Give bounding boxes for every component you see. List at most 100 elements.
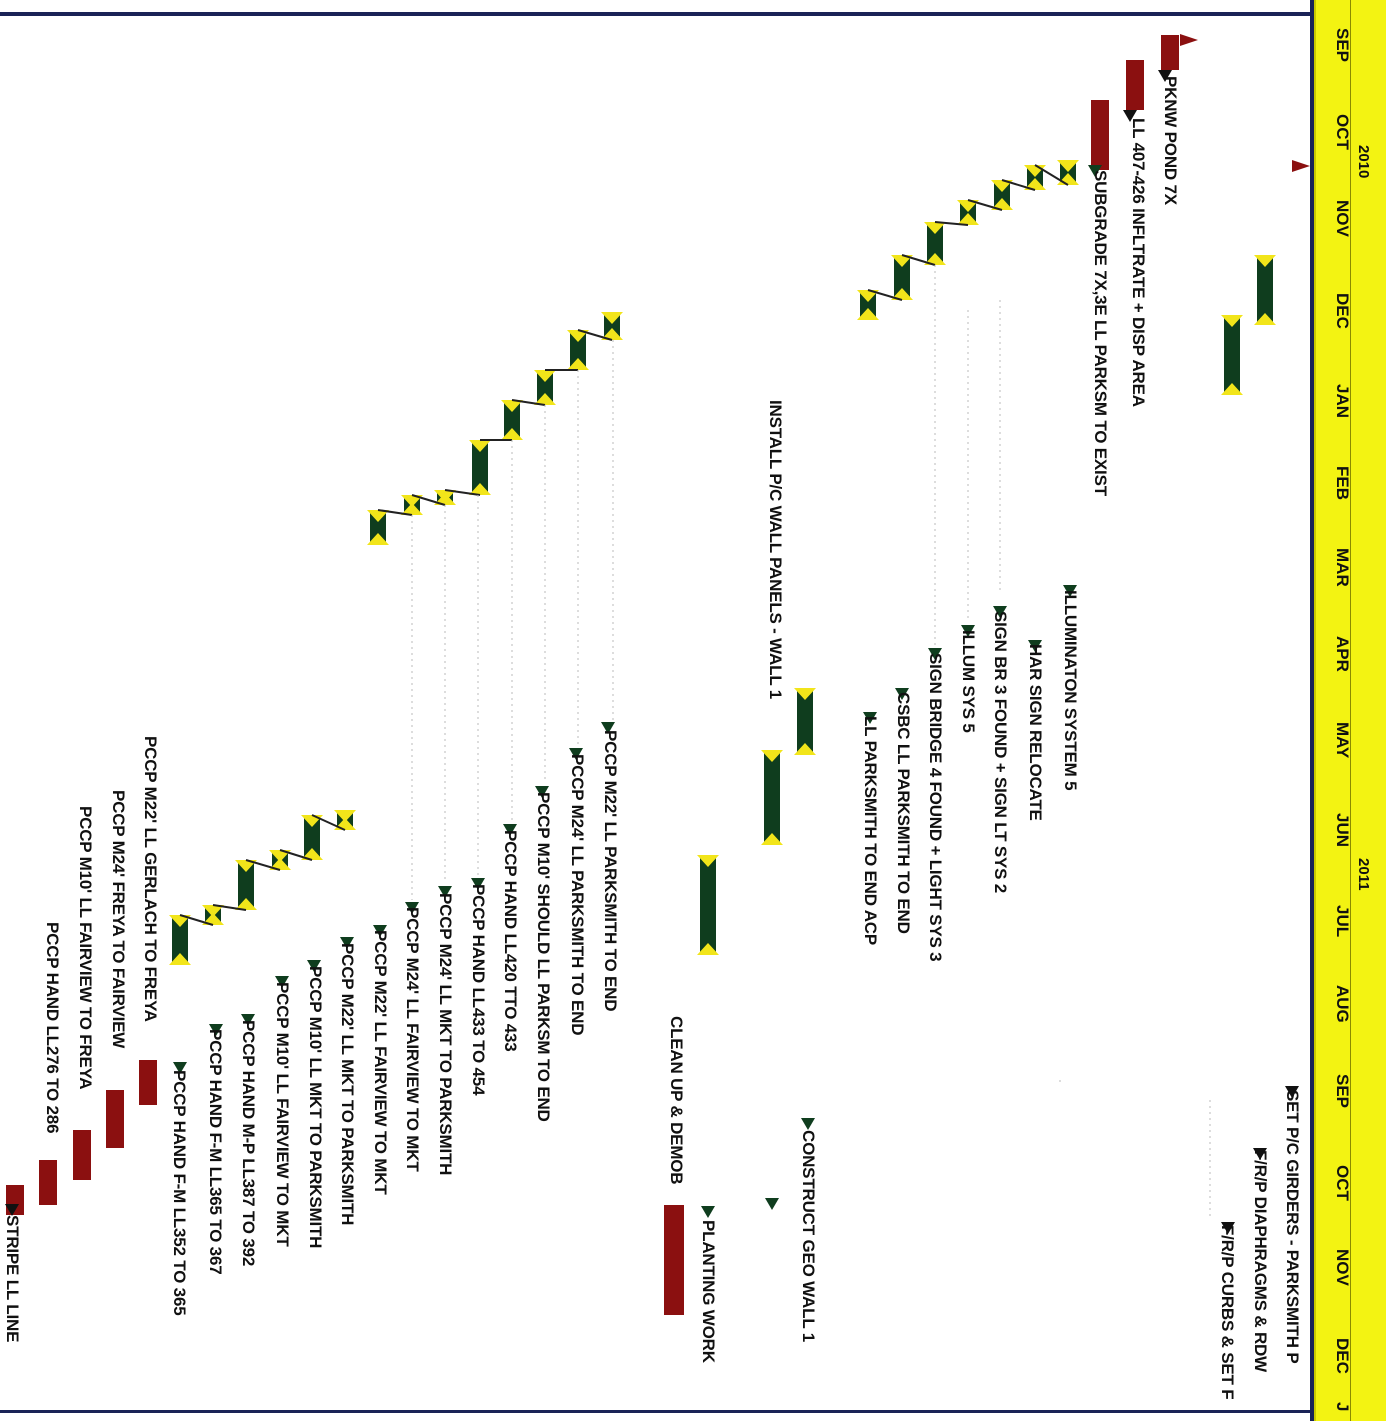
month-dec-2011: DEC [1333,1338,1352,1374]
task-label: INSTALL P/C WALL PANELS - WALL 1 [766,400,785,699]
milestone-marker [1253,1148,1267,1160]
bar-end-marker [202,913,224,925]
dependency-link [411,494,446,506]
task-label: PCCP M24' FREYA TO FAIRVIEW [109,790,128,1049]
task-label: PCCP M22' LL FAIRVIEW TO MKT [371,930,390,1195]
dependency-link [179,914,214,926]
dependency-link [212,904,247,911]
bar-end-marker [601,328,623,340]
bar-start-marker [1057,160,1079,172]
milestone-marker [801,1118,815,1130]
bar-end-marker [501,428,523,440]
dependency-link [444,489,481,496]
dependency-link [511,399,546,406]
month-apr-2011: APR [1333,636,1352,672]
bar-start-marker [269,850,291,862]
month-aug-2011: AUG [1333,985,1352,1023]
task-label: PCCP HAND F-M LL352 TO 365 [170,1070,189,1316]
milestone-marker [1123,110,1137,122]
month-jan-2011: JAN [1333,384,1352,419]
milestone-marker [1221,1222,1235,1234]
critical-bar [73,1130,91,1180]
bar-end-marker [991,198,1013,210]
milestone-marker [961,625,975,637]
bar-start-marker [761,750,783,762]
task-label: STRIPE LL LINE [3,1215,22,1343]
gantt-bar [894,255,910,300]
milestone-marker [601,722,615,734]
task-label: PCCP HAND F-M LL365 TO 367 [206,1029,225,1275]
milestone-marker [471,878,485,890]
task-label: SIGN BRIDGE 4 FOUND + LIGHT SYS 3 [926,653,945,962]
bar-end-marker [169,953,191,965]
gantt-bar [797,688,813,755]
milestone-marker [863,712,877,724]
critical-bar [1091,100,1109,170]
milestone-marker [1028,640,1042,652]
dependency-link [311,814,346,831]
milestone-marker [1285,1086,1299,1098]
month-dec-2010: DEC [1333,293,1352,329]
gantt-bar [172,915,188,965]
bar-start-marker [1221,315,1243,327]
task-label: ILLUM SYS 5 [959,630,978,733]
bar-start-marker [891,255,913,267]
month-jul-2011: JUL [1333,905,1352,938]
frame-top [0,12,1310,16]
milestone-marker [340,937,354,949]
task-label: PLANTING WORK [699,1220,718,1363]
bar-end-marker [469,483,491,495]
bar-start-marker [334,810,356,822]
bar-start-marker [601,312,623,324]
bar-start-marker [169,915,191,927]
month-nov-2011: NOV [1333,1249,1352,1286]
task-label: PCCP M24' LL MKT TO PARKSMITH [436,893,455,1176]
gantt-bar [1257,255,1273,325]
task-label: SUBGRADE 7X,3E LL PARKSM TO EXIST [1091,170,1110,496]
milestone-marker [1088,165,1102,177]
month-sep-2010: SEP [1333,28,1352,63]
milestone-marker [535,786,549,798]
bar-start-marker [957,200,979,212]
frame-right [1310,0,1314,1421]
gantt-bar [700,855,716,955]
bar-start-marker [697,855,719,867]
month-mar-2011: MAR [1333,548,1352,587]
bar-start-marker [794,688,816,700]
critical-bar [106,1090,124,1148]
dependency-link [867,289,903,301]
bar-end-marker [269,858,291,870]
task-label: PCCP HAND LL276 TO 286 [43,922,62,1134]
milestone-marker [373,925,387,937]
task-label: PCCP M22' LL PARKSMITH TO END [601,730,620,1012]
dependency-link [934,221,969,226]
milestone-marker [993,606,1007,618]
month-sep-2011: SEP [1333,1074,1352,1109]
gantt-bar [370,510,386,545]
gantt-bar [504,400,520,440]
bar-start-marker [991,180,1013,192]
task-label: CSBC LL PARKSMITH TO END [894,692,913,934]
bar-end-marker [1024,178,1046,190]
dependency-link [967,199,1003,211]
dependency-link [1034,164,1069,186]
bar-end-marker [367,533,389,545]
milestone-marker [895,688,909,700]
milestone-marker [765,1198,779,1210]
milestone-marker [5,1204,19,1216]
bar-end-marker [891,288,913,300]
milestone-marker [928,648,942,660]
milestone-marker [307,960,321,972]
task-label: HAR SIGN RELOCATE [1026,644,1045,821]
milestone-marker [438,886,452,898]
bar-end-marker [924,253,946,265]
task-label: PCCP M24' LL FAIRVIEW TO MKT [403,907,422,1172]
bar-start-marker [469,440,491,452]
task-label: ILLUMINATON SYSTEM 5 [1061,590,1080,791]
month-oct-2010: OCT [1333,114,1352,150]
critical-bar [1126,60,1144,110]
bar-start-marker [534,370,556,382]
bar-start-marker [367,510,389,522]
month-nov-2010: NOV [1333,200,1352,237]
